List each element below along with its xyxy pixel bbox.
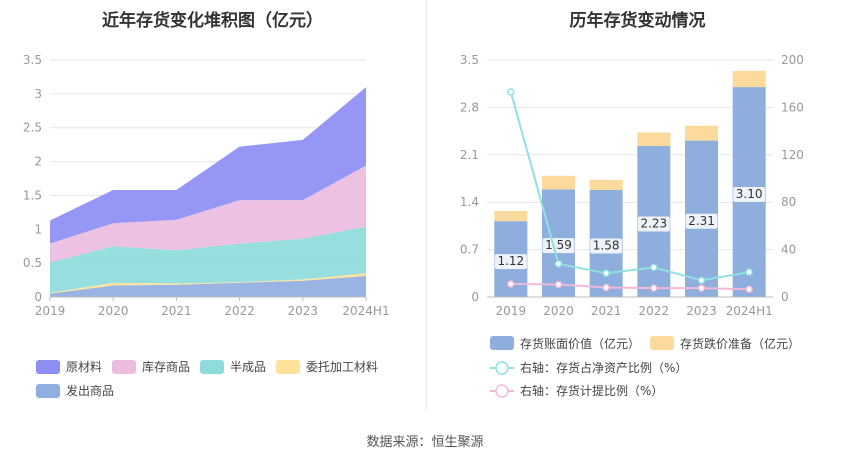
y-tick-label: 1.4 [460, 195, 479, 209]
line-point [507, 280, 515, 288]
line-point [650, 284, 658, 292]
legend-swatch [200, 360, 224, 374]
legend-label: 原材料 [66, 360, 102, 374]
line-point [650, 263, 658, 272]
legend-label: 委托加工材料 [306, 360, 378, 374]
bar-label-bg [494, 254, 527, 270]
legend-label: 库存商品 [142, 359, 190, 374]
bar-label-bg [733, 187, 766, 203]
line-point [745, 285, 753, 294]
line-point [554, 280, 563, 289]
y-tick-label: 0.5 [23, 256, 42, 270]
legend-swatch [112, 360, 136, 374]
bar-value-label: 1.58 [593, 239, 620, 253]
bar-impairment [589, 179, 623, 191]
y-tick-label: 1 [34, 222, 42, 236]
line-point [602, 269, 610, 278]
right-bar-line-chart: 0 0.7 1.4 2.1 2.8 3.5 0 40 80 120 160 200 1.12 1.59 1.… [460, 53, 804, 398]
x-tick-label: 2024H1 [726, 304, 773, 318]
left-chart-title: 近年存货变化堆积图（亿元） [102, 11, 323, 31]
legend-label: 存货跌价准备（亿元） [680, 336, 800, 351]
x-tick-label: 2019 [496, 304, 527, 318]
x-tick-label: 2021 [591, 304, 622, 318]
legend-swatch [36, 360, 60, 374]
y-tick-label: 2.1 [460, 148, 479, 162]
bar-impairment [494, 211, 528, 222]
y2-tick-label: 200 [781, 53, 804, 67]
bar-label-bg [590, 238, 623, 254]
legend-label: 存货账面价值（亿元） [520, 336, 640, 351]
left-stacked-area-chart: 0 0.5 1 1.5 2 2.5 3 3.5 2019 2020 2021 2022 2023 2024… [23, 53, 390, 398]
y-tick-label: 0.7 [460, 243, 479, 257]
bar-impairment [685, 125, 718, 141]
legend-swatch [650, 336, 674, 350]
bar-label-bg [637, 216, 670, 232]
line-series-2 [510, 282, 750, 291]
panel-divider [426, 0, 427, 410]
bar-impairment [637, 132, 671, 146]
bar-label-bg [685, 213, 718, 229]
legend-label: 右轴：存货占净资产比例（%） [520, 360, 687, 375]
bar-impairment [542, 175, 575, 190]
y2-tick-label: 120 [781, 148, 804, 162]
x-tick-label: 2020 [98, 304, 129, 318]
line-point [697, 284, 706, 292]
bar-value-label: 1.12 [497, 254, 524, 268]
line-series-1 [509, 91, 750, 282]
legend-swatch [276, 360, 300, 374]
bar-value-label: 3.10 [736, 187, 763, 201]
area-半成品 [50, 226, 366, 293]
legend-label: 右轴：存货计提比例（%） [520, 383, 663, 398]
y2-tick-label: 40 [781, 243, 796, 257]
area-原材料 [50, 87, 366, 244]
y-tick-label: 1.5 [23, 188, 42, 202]
x-tick-label: 2023 [288, 304, 319, 318]
bar-value-label: 2.31 [688, 214, 715, 228]
legend-label: 半成品 [230, 360, 266, 374]
bar-value-label: 1.59 [545, 238, 572, 252]
line-point [697, 276, 706, 285]
bar-impairment [732, 70, 766, 88]
y-tick-label: 0 [471, 290, 479, 304]
area-委托加工材料 [50, 273, 366, 294]
y-tick-label: 2.8 [460, 100, 479, 114]
line-point [554, 260, 563, 268]
legend-swatch [36, 384, 60, 398]
y2-tick-label: 0 [781, 290, 789, 304]
y-tick-label: 2.5 [23, 121, 42, 135]
right-chart-title: 历年存货变动情况 [569, 11, 706, 31]
bar-value-label: 2.23 [640, 216, 667, 230]
legend-marker [495, 384, 509, 398]
y2-tick-label: 80 [781, 195, 796, 209]
x-tick-label: 2019 [35, 304, 66, 318]
data-source: 数据来源：恒生聚源 [366, 435, 484, 450]
x-tick-label: 2024H1 [342, 304, 389, 318]
x-tick-label: 2023 [686, 304, 717, 318]
legend-marker [495, 361, 509, 375]
area-库存商品 [50, 165, 366, 263]
y-tick-label: 3.5 [460, 53, 479, 67]
y-tick-label: 0 [34, 290, 42, 304]
line-point [507, 88, 515, 96]
y-tick-label: 3.5 [23, 53, 42, 67]
x-tick-label: 2020 [543, 304, 574, 318]
y2-tick-label: 160 [781, 100, 804, 114]
x-tick-label: 2022 [224, 304, 255, 318]
x-tick-label: 2022 [639, 304, 670, 318]
line-point [602, 283, 610, 292]
legend-label: 发出商品 [66, 383, 114, 398]
y-tick-label: 2 [34, 155, 42, 169]
legend-swatch [490, 336, 514, 350]
area-发出商品 [50, 276, 366, 297]
bar-label-bg [542, 238, 575, 254]
y-tick-label: 3 [34, 87, 42, 101]
line-point [745, 268, 753, 276]
x-tick-label: 2021 [161, 304, 192, 318]
